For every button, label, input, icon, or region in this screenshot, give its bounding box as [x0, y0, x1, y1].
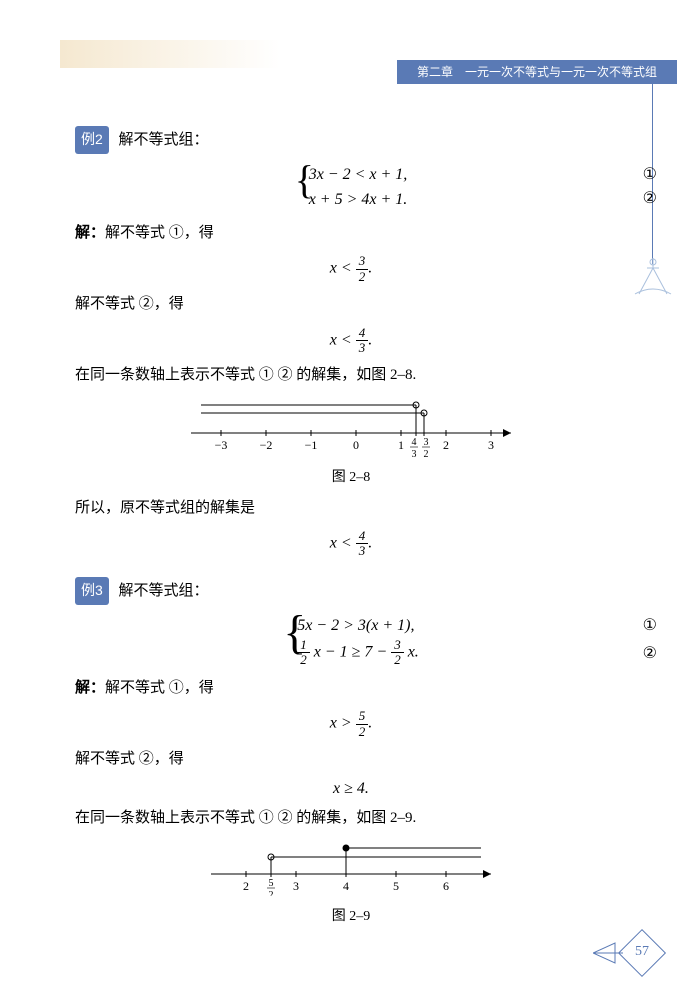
r31d: 2: [356, 725, 369, 739]
r2-num: 4: [356, 326, 369, 341]
svg-text:5: 5: [269, 878, 274, 889]
ex2-intro: 解不等式组：: [119, 132, 209, 148]
ex2-final: x < 43.: [75, 529, 627, 559]
ex3-system: { 5x − 2 > 3(x + 1), 12 x − 1 ≥ 7 − 32 x…: [75, 613, 627, 668]
svg-text:−2: −2: [260, 438, 273, 452]
mark-2: ②: [643, 643, 657, 663]
mark-1: ①: [643, 164, 657, 184]
ex2-result1: x < 32.: [75, 254, 627, 284]
ex3-result2: x ≥ 4.: [75, 780, 627, 798]
figure-2-9: 2 3 4 5 6 5 2: [75, 840, 627, 901]
ex2-final-lhs: x <: [330, 535, 352, 552]
svg-text:1: 1: [398, 438, 404, 452]
ex3-solve-1: 解：解不等式 ①，得: [75, 676, 627, 702]
ex3-heading: 例3 解不等式组：: [75, 577, 627, 605]
svg-text:2: 2: [269, 890, 274, 896]
f-num: 4: [356, 529, 369, 544]
svg-text:5: 5: [393, 879, 399, 893]
svg-text:6: 6: [443, 879, 449, 893]
figure-2-8: −3 −2 −1 0 1 2 3 4 3 3 2: [75, 397, 627, 462]
ex3-step3: 在同一条数轴上表示不等式 ① ② 的解集，如图 2–9.: [75, 806, 627, 832]
svg-text:2: 2: [424, 449, 429, 457]
mark-1: ①: [643, 615, 657, 635]
r1-num: 3: [356, 254, 369, 269]
ex2-r1-lhs: x <: [330, 260, 352, 277]
ex3-intro: 解不等式组：: [119, 583, 209, 599]
gradient-decoration: [60, 40, 280, 68]
ex2-step1: 解不等式 ①，得: [105, 225, 214, 241]
r2-den: 3: [356, 341, 369, 355]
ex3-r1-lhs: x >: [330, 715, 352, 732]
ex3-result1: x > 52.: [75, 709, 627, 739]
svg-text:3: 3: [488, 438, 494, 452]
brace-icon: {: [295, 160, 314, 200]
ex2-system: { 3x − 2 < x + 1, x + 5 > 4x + 1. ① ②: [75, 162, 627, 213]
f-den: 3: [356, 544, 369, 558]
svg-text:2: 2: [243, 879, 249, 893]
svg-text:2: 2: [443, 438, 449, 452]
solve-label: 解：: [75, 225, 105, 241]
compass-icon: [629, 256, 677, 301]
ex3-step1: 解不等式 ①，得: [105, 680, 214, 696]
svg-text:0: 0: [353, 438, 359, 452]
fig28-caption: 图 2–8: [75, 466, 627, 486]
r1-den: 2: [356, 270, 369, 284]
r31n: 5: [356, 709, 369, 724]
svg-text:−3: −3: [215, 438, 228, 452]
ex2-eq2: x + 5 > 4x + 1.: [309, 187, 408, 213]
ex2-conclusion: 所以，原不等式组的解集是: [75, 496, 627, 522]
chapter-header: 第二章 一元一次不等式与一元一次不等式组: [397, 60, 677, 84]
ex2-r2-lhs: x <: [330, 331, 352, 348]
svg-text:−1: −1: [305, 438, 318, 452]
ex2-solve-1: 解：解不等式 ①，得: [75, 221, 627, 247]
ex3-eq1: 5x − 2 > 3(x + 1),: [297, 613, 419, 639]
ex3-step2: 解不等式 ②，得: [75, 747, 627, 773]
svg-text:3: 3: [424, 437, 429, 448]
ex3-label: 例3: [75, 577, 109, 605]
ex2-label: 例2: [75, 126, 109, 154]
page-content: 例2 解不等式组： { 3x − 2 < x + 1, x + 5 > 4x +…: [75, 120, 627, 935]
svg-text:3: 3: [293, 879, 299, 893]
svg-text:3: 3: [412, 449, 417, 457]
ex2-step3: 在同一条数轴上表示不等式 ① ② 的解集，如图 2–8.: [75, 363, 627, 389]
ex3-eq2: 12 x − 1 ≥ 7 − 32 x.: [297, 638, 419, 668]
brace-icon: {: [283, 609, 306, 657]
fig29-caption: 图 2–9: [75, 905, 627, 925]
svg-text:4: 4: [412, 437, 417, 448]
ex2-heading: 例2 解不等式组：: [75, 126, 627, 154]
svg-text:4: 4: [343, 879, 349, 893]
ex2-eq1: 3x − 2 < x + 1,: [309, 162, 408, 188]
ex2-step2: 解不等式 ②，得: [75, 292, 627, 318]
page-number-badge: 57: [617, 928, 667, 978]
ex2-result2: x < 43.: [75, 326, 627, 356]
solve-label: 解：: [75, 680, 105, 696]
mark-2: ②: [643, 188, 657, 208]
